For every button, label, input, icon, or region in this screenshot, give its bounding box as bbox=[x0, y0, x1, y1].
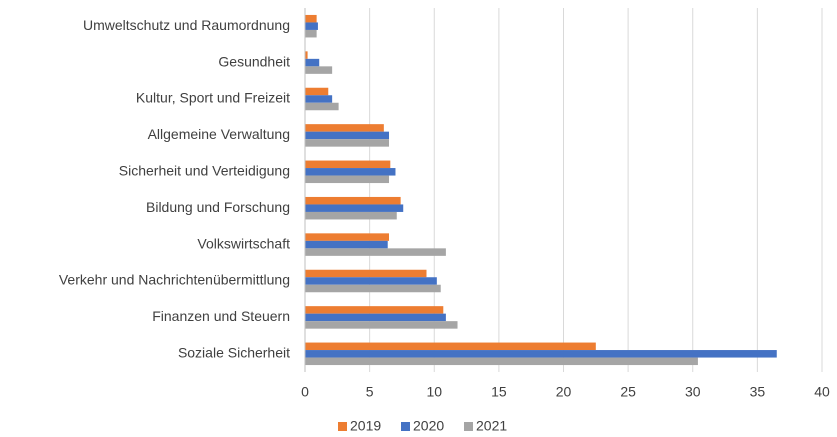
bar bbox=[305, 131, 390, 140]
bar bbox=[305, 175, 390, 184]
bar bbox=[305, 306, 444, 314]
bar bbox=[305, 160, 391, 169]
y-tick-label: Verkehr und Nachrichtenübermittlung bbox=[59, 272, 290, 288]
bar bbox=[305, 357, 698, 366]
legend-swatch bbox=[464, 422, 473, 431]
y-tick-label: Umweltschutz und Raumordnung bbox=[83, 17, 290, 33]
x-tick-label: 5 bbox=[366, 384, 374, 400]
bar bbox=[305, 233, 390, 241]
bar bbox=[305, 350, 777, 358]
y-tick-label: Bildung und Forschung bbox=[146, 199, 290, 215]
legend-swatch bbox=[338, 422, 347, 431]
bar bbox=[305, 66, 333, 74]
x-tick-label: 10 bbox=[426, 384, 442, 400]
x-tick-label: 25 bbox=[620, 384, 636, 400]
y-tick-label: Volkswirtschaft bbox=[197, 235, 290, 251]
x-tick-label: 15 bbox=[491, 384, 507, 400]
y-tick-label: Kultur, Sport und Freizeit bbox=[136, 90, 290, 106]
bar bbox=[305, 196, 401, 205]
bar bbox=[305, 102, 339, 111]
bar bbox=[305, 14, 317, 23]
y-tick-label: Allgemeine Verwaltung bbox=[148, 126, 290, 142]
bar bbox=[305, 22, 318, 30]
bar bbox=[305, 58, 320, 67]
bar bbox=[305, 342, 596, 351]
legend-label: 2021 bbox=[476, 418, 507, 434]
bar bbox=[305, 168, 396, 176]
legend-label: 2019 bbox=[350, 418, 381, 434]
bar bbox=[305, 87, 329, 96]
bar bbox=[305, 204, 404, 212]
bar bbox=[305, 269, 427, 278]
bar bbox=[305, 29, 317, 38]
y-tick-label: Gesundheit bbox=[218, 53, 290, 69]
bar bbox=[305, 95, 333, 103]
legend-swatch bbox=[401, 422, 410, 431]
bar bbox=[305, 277, 437, 285]
y-tick-label: Sicherheit und Verteidigung bbox=[119, 163, 290, 179]
bar bbox=[305, 240, 388, 249]
bar bbox=[305, 321, 458, 329]
y-tick-label: Soziale Sicherheit bbox=[178, 345, 290, 361]
x-tick-label: 30 bbox=[685, 384, 701, 400]
bar bbox=[305, 313, 446, 322]
x-tick-label: 35 bbox=[750, 384, 766, 400]
bar bbox=[305, 51, 308, 59]
bar bbox=[305, 124, 384, 132]
bar bbox=[305, 211, 397, 220]
bar bbox=[305, 284, 441, 293]
x-tick-label: 40 bbox=[814, 384, 830, 400]
bar bbox=[305, 139, 390, 147]
y-tick-label: Finanzen und Steuern bbox=[152, 308, 290, 324]
x-tick-label: 0 bbox=[301, 384, 309, 400]
legend-label: 2020 bbox=[413, 418, 444, 434]
bar bbox=[305, 248, 446, 256]
x-tick-label: 20 bbox=[556, 384, 572, 400]
